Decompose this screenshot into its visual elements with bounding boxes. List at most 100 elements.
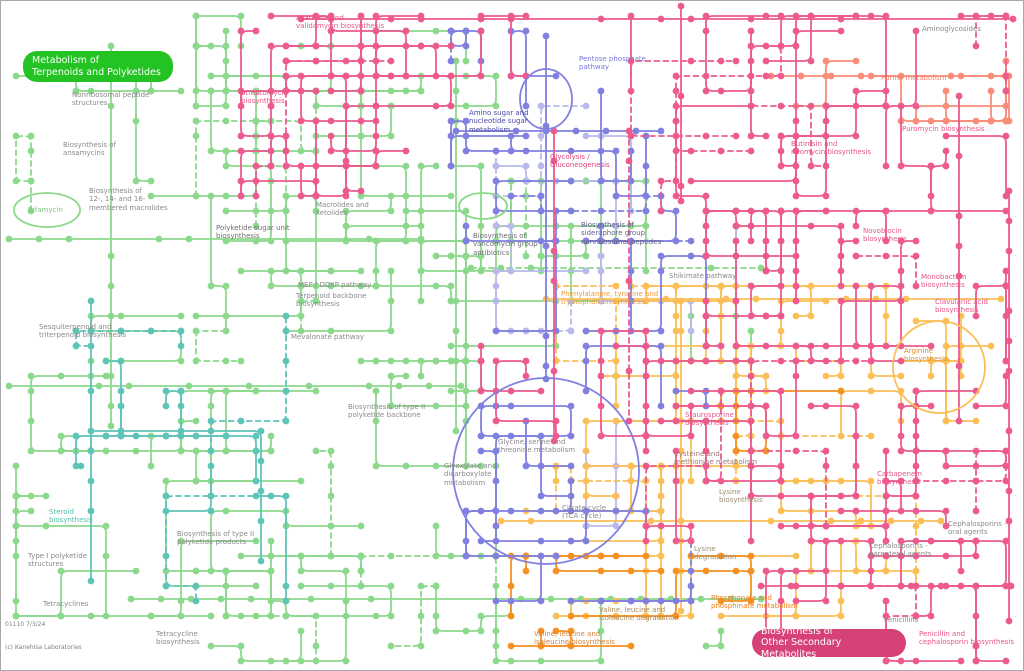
compound-node — [822, 72, 830, 80]
compound-node — [462, 537, 470, 545]
compound-node — [27, 147, 35, 155]
compound-node — [192, 477, 200, 485]
compound-node — [252, 222, 260, 230]
compound-node — [507, 657, 515, 665]
pathway-edge — [960, 60, 1007, 77]
compound-node — [282, 207, 290, 215]
compound-node — [732, 432, 740, 440]
compound-node — [417, 42, 425, 50]
compound-node — [312, 282, 320, 290]
compound-node — [747, 537, 755, 545]
compound-node — [282, 387, 290, 395]
compound-node — [492, 642, 500, 650]
compound-node — [462, 27, 470, 35]
compound-node — [822, 372, 830, 380]
compound-node — [762, 72, 770, 80]
compound-node — [267, 102, 275, 110]
compound-node — [402, 222, 410, 230]
compound-node — [677, 2, 685, 10]
compound-node — [550, 367, 558, 375]
compound-node — [522, 372, 530, 380]
compound-node — [192, 42, 200, 50]
compound-node — [1002, 117, 1010, 125]
compound-node — [582, 102, 590, 110]
compound-node — [492, 267, 500, 275]
compound-node — [912, 387, 920, 395]
compound-node — [732, 567, 740, 575]
compound-node — [612, 147, 620, 155]
compound-node — [747, 462, 755, 470]
compound-node — [552, 417, 560, 425]
compound-node — [432, 282, 440, 290]
compound-node — [307, 595, 315, 603]
compound-node — [732, 357, 740, 365]
compound-node — [447, 162, 455, 170]
pathway-edge — [210, 315, 287, 452]
compound-node — [582, 462, 590, 470]
compound-node — [697, 595, 705, 603]
compound-node — [27, 507, 35, 515]
compound-node — [927, 162, 935, 170]
compound-node — [927, 612, 935, 620]
compound-node — [342, 597, 350, 605]
compound-node — [642, 597, 650, 605]
compound-node — [657, 207, 665, 215]
compound-node — [852, 357, 860, 365]
pathway-edge — [525, 465, 677, 512]
compound-node — [507, 507, 515, 515]
compound-node — [87, 87, 95, 95]
compound-node — [582, 492, 590, 500]
compound-node — [432, 462, 440, 470]
compound-node — [222, 102, 230, 110]
compound-node — [87, 297, 95, 305]
pathway-edge — [345, 75, 452, 192]
compound-node — [12, 522, 20, 530]
compound-node — [822, 207, 830, 215]
pathway-edge — [645, 390, 722, 527]
compound-node — [927, 117, 935, 125]
compound-node — [177, 87, 185, 95]
compound-node — [297, 117, 305, 125]
compound-node — [687, 582, 695, 590]
compound-node — [372, 357, 380, 365]
compound-node — [432, 582, 440, 590]
compound-node — [1002, 357, 1010, 365]
compound-node — [252, 387, 260, 395]
compound-node — [852, 342, 860, 350]
compound-node — [457, 382, 465, 390]
compound-node — [132, 177, 140, 185]
compound-node — [852, 132, 860, 140]
pentose-ring — [519, 68, 573, 130]
compound-node — [642, 372, 650, 380]
compound-node — [537, 387, 545, 395]
pathway-edge — [360, 555, 497, 647]
compound-node — [257, 487, 265, 495]
compound-node — [702, 27, 710, 35]
compound-node — [972, 642, 980, 650]
compound-node — [237, 267, 245, 275]
compound-node — [87, 327, 95, 335]
compound-node — [867, 432, 875, 440]
compound-node — [452, 327, 460, 335]
compound-node — [747, 312, 755, 320]
compound-node — [1002, 402, 1010, 410]
compound-node — [837, 477, 845, 485]
compound-node — [237, 27, 245, 35]
compound-node — [822, 537, 830, 545]
compound-node — [642, 267, 650, 275]
compound-node — [567, 207, 575, 215]
compound-node — [1002, 582, 1010, 590]
compound-node — [597, 627, 605, 635]
compound-node — [777, 477, 785, 485]
compound-node — [837, 237, 845, 245]
compound-node — [777, 597, 785, 605]
compound-node — [387, 552, 395, 560]
compound-node — [417, 12, 425, 20]
compound-node — [597, 87, 605, 95]
compound-node — [927, 207, 935, 215]
compound-node — [612, 222, 620, 230]
compound-node — [462, 462, 470, 470]
compound-node — [87, 612, 95, 620]
compound-node — [537, 552, 545, 560]
compound-node — [867, 567, 875, 575]
